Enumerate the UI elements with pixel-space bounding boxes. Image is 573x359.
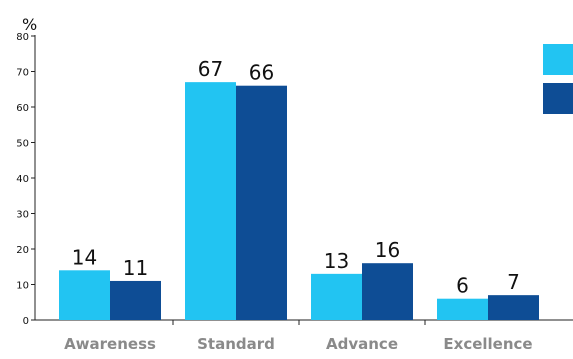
category-labels: Awareness Standard Advance Excellence bbox=[64, 335, 533, 353]
bar-advance-series-2 bbox=[362, 263, 413, 320]
y-tick-label: 20 bbox=[16, 245, 29, 256]
x-ticks bbox=[172, 320, 426, 325]
y-tick-label: 40 bbox=[16, 174, 29, 185]
y-tick-label: 60 bbox=[16, 103, 29, 114]
y-axis-unit-label: % bbox=[22, 15, 37, 34]
data-label: 67 bbox=[198, 57, 223, 81]
bar-awareness-series-1 bbox=[59, 270, 110, 320]
y-tick-label: 70 bbox=[16, 68, 29, 79]
legend bbox=[543, 44, 573, 114]
data-label: 14 bbox=[72, 245, 97, 269]
category-label: Excellence bbox=[443, 335, 532, 353]
data-label: 66 bbox=[249, 61, 274, 85]
bar-awareness-series-2 bbox=[110, 280, 161, 320]
category-label: Advance bbox=[326, 335, 398, 353]
y-tick-label: 0 bbox=[23, 316, 29, 327]
bar-standard-series-2 bbox=[236, 85, 287, 320]
category-label: Standard bbox=[197, 335, 275, 353]
data-label: 11 bbox=[123, 256, 148, 280]
bar-advance-series-1 bbox=[311, 273, 362, 320]
y-ticks: 0 10 20 30 40 50 60 70 80 bbox=[16, 32, 35, 327]
y-tick-label: 10 bbox=[16, 281, 29, 292]
data-label: 16 bbox=[375, 238, 400, 262]
bars bbox=[59, 82, 539, 321]
bar-excellence-series-2 bbox=[488, 295, 539, 320]
y-tick-label: 30 bbox=[16, 210, 29, 221]
data-label: 13 bbox=[324, 249, 349, 273]
y-tick-label: 50 bbox=[16, 139, 29, 150]
category-label: Awareness bbox=[64, 335, 156, 353]
legend-swatch-series-1 bbox=[543, 44, 573, 75]
data-label: 7 bbox=[507, 270, 520, 294]
data-label: 6 bbox=[456, 274, 469, 298]
legend-swatch-series-2 bbox=[543, 83, 573, 114]
bar-standard-series-1 bbox=[185, 82, 236, 321]
bar-excellence-series-1 bbox=[437, 298, 488, 320]
y-tick-label: 80 bbox=[16, 32, 29, 43]
